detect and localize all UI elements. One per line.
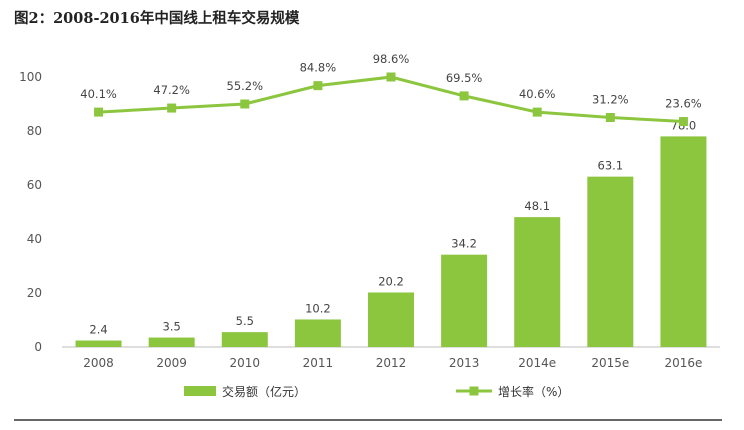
legend-bar-label: 交易额（亿元） xyxy=(222,384,306,399)
chart-title: 图2：2008-2016年中国线上租车交易规模 xyxy=(14,10,300,27)
bar xyxy=(75,340,122,347)
x-axis-ticks: 2008 2009 2010 2011 2012 2013 2014e 2015e 2016e xyxy=(83,356,702,370)
y-tick-label: 80 xyxy=(27,124,42,138)
growth-marker xyxy=(605,113,615,122)
y-axis-ticks: 0 20 40 60 80 100 xyxy=(19,70,42,354)
growth-marker xyxy=(459,91,469,101)
growth-marker xyxy=(678,117,688,127)
growth-marker xyxy=(167,103,177,113)
bar-value-label: 34.2 xyxy=(451,237,477,251)
growth-marker xyxy=(386,72,396,82)
bar xyxy=(368,292,414,347)
y-tick-label: 0 xyxy=(34,340,42,354)
legend-line-marker xyxy=(469,386,479,396)
x-tick-label: 2015e xyxy=(591,356,629,370)
y-tick-label: 20 xyxy=(27,286,42,300)
bar-value-label: 20.2 xyxy=(378,274,404,288)
bar xyxy=(221,332,268,347)
y-tick-label: 100 xyxy=(19,70,42,84)
growth-value-labels: 40.1% 47.2% 55.2% 84.8% 98.6% 69.5% 40.6% 31.2%… xyxy=(80,52,701,111)
growth-value-label: 40.6% xyxy=(519,87,556,101)
growth-value-label: 23.6% xyxy=(665,97,702,111)
growth-value-label: 47.2% xyxy=(153,83,190,97)
legend-line-label: 增长率（%） xyxy=(498,384,569,399)
bar xyxy=(514,217,561,347)
bar xyxy=(441,254,488,347)
growth-marker xyxy=(240,99,250,109)
growth-value-label: 31.2% xyxy=(592,93,629,107)
y-tick-label: 40 xyxy=(27,232,42,246)
x-tick-label: 2014e xyxy=(518,356,556,370)
bar-value-label: 3.5 xyxy=(163,320,181,334)
bar xyxy=(148,337,195,347)
growth-marker xyxy=(313,81,323,91)
growth-marker xyxy=(532,107,542,117)
bar-series xyxy=(75,136,707,347)
growth-value-label: 69.5% xyxy=(446,71,483,85)
bar-value-label: 2.4 xyxy=(89,323,107,337)
bar-value-label: 5.5 xyxy=(236,314,254,328)
growth-value-label: 84.8% xyxy=(300,61,337,75)
growth-value-label: 98.6% xyxy=(373,52,410,66)
bar xyxy=(660,136,707,347)
bar-value-label: 48.1 xyxy=(524,199,550,213)
x-tick-label: 2016e xyxy=(664,356,702,370)
x-tick-label: 2011 xyxy=(303,356,334,370)
x-tick-label: 2010 xyxy=(230,356,261,370)
bar-value-label: 63.1 xyxy=(598,159,624,173)
growth-value-label: 40.1% xyxy=(80,87,117,101)
legend: 交易额（亿元） 增长率（%） xyxy=(184,384,569,399)
y-tick-label: 60 xyxy=(27,178,42,192)
growth-value-label: 55.2% xyxy=(227,79,264,93)
x-tick-label: 2008 xyxy=(83,356,114,370)
bar xyxy=(294,319,341,347)
x-tick-label: 2012 xyxy=(376,356,407,370)
growth-marker xyxy=(94,107,104,117)
x-tick-label: 2013 xyxy=(449,356,480,370)
bar xyxy=(587,176,634,347)
bar-value-label: 10.2 xyxy=(305,301,331,315)
legend-bar-swatch xyxy=(184,386,216,396)
growth-line-series xyxy=(94,72,688,127)
x-tick-label: 2009 xyxy=(156,356,187,370)
